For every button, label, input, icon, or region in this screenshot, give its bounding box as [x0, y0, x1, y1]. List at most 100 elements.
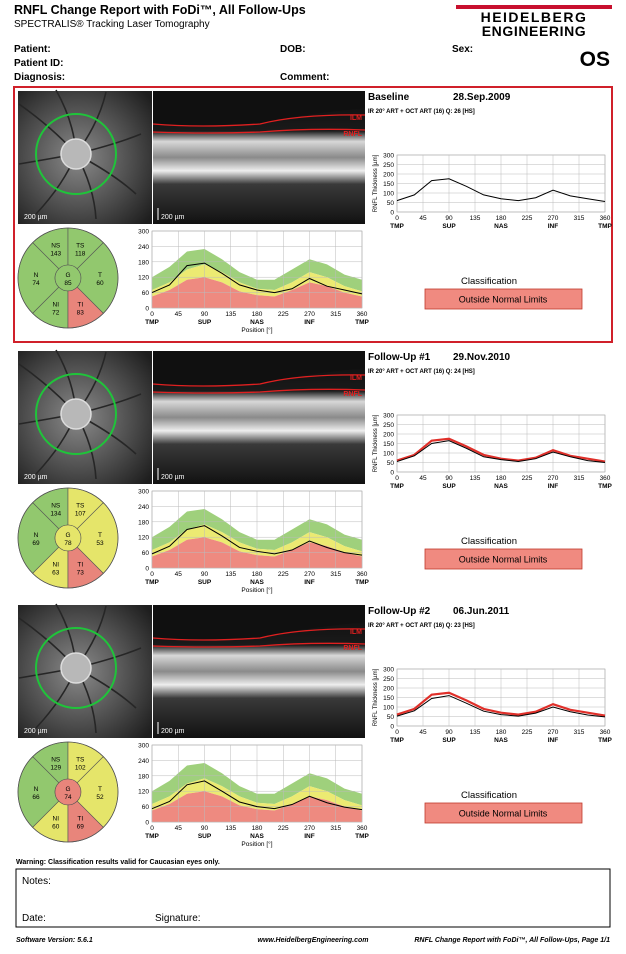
x-axis-label: Position [°] [241, 586, 272, 594]
x-tick-label: 90 [201, 825, 209, 832]
y-tick-label: 0 [390, 210, 394, 217]
y-tick-label: 120 [138, 789, 149, 796]
region-label: SUP [198, 833, 212, 840]
y-axis-label: RNFL Thickness [µm] [373, 414, 379, 472]
sector-value: 66 [32, 794, 40, 801]
x-tick-label: 135 [470, 729, 481, 736]
x-tick-label: 0 [395, 729, 399, 736]
field-label: Patient ID: [14, 58, 63, 69]
x-tick-label: 90 [445, 475, 453, 482]
logo-text: HEIDELBERG [481, 9, 588, 25]
x-tick-label: 135 [225, 311, 236, 318]
footer-version: Software Version: 5.6.1 [16, 937, 93, 944]
x-tick-label: 315 [574, 215, 585, 222]
region-label: TMP [598, 483, 612, 490]
region-label: INF [304, 579, 315, 586]
y-tick-label: 150 [383, 441, 394, 448]
region-label: NAS [250, 319, 264, 326]
x-tick-label: 360 [357, 311, 368, 318]
y-tick-label: 250 [383, 162, 394, 169]
region-label: INF [304, 319, 315, 326]
region-label: TMP [355, 579, 369, 586]
region-label: SUP [442, 483, 456, 490]
y-tick-label: 240 [138, 244, 149, 251]
x-tick-label: 45 [419, 475, 427, 482]
footer-page: RNFL Change Report with FoDi™, All Follo… [414, 937, 610, 944]
sector-label: TS [76, 756, 85, 763]
exam-date: 29.Nov.2010 [453, 352, 511, 363]
y-tick-label: 240 [138, 758, 149, 765]
classification-label: Classification [461, 536, 517, 547]
y-tick-label: 50 [387, 460, 395, 467]
footer-url: www.HeidelbergEngineering.com [258, 937, 369, 944]
thickness-profile [396, 178, 606, 203]
classification-box [424, 548, 583, 570]
oct-vitreous [153, 91, 365, 126]
x-tick-label: 0 [150, 571, 154, 578]
sector-value: 73 [77, 570, 85, 577]
thickness-profile [151, 525, 363, 556]
scan-circle [35, 373, 117, 455]
sector-value: 60 [52, 824, 60, 831]
sector-label: TI [77, 562, 83, 569]
sector-value: 72 [52, 310, 60, 317]
region-label: TMP [145, 319, 159, 326]
x-tick-label: 180 [496, 729, 507, 736]
y-tick-label: 200 [383, 432, 394, 439]
region-label: TMP [390, 737, 404, 744]
x-tick-label: 135 [225, 825, 236, 832]
exam-name: Baseline [368, 92, 410, 103]
region-label: NAS [250, 579, 264, 586]
x-tick-label: 270 [304, 311, 315, 318]
scale-label: 200 µm [24, 728, 48, 735]
region-label: SUP [198, 579, 212, 586]
classification-label: Classification [461, 276, 517, 287]
sector-outline [17, 487, 119, 589]
x-tick-label: 90 [201, 571, 209, 578]
exam-protocol: IR 20° ART + OCT ART (16) Q: 23 [HS] [368, 623, 475, 629]
region-label: TMP [390, 483, 404, 490]
logo-bar [456, 5, 612, 9]
region-label: TMP [355, 833, 369, 840]
sector-label: N [34, 786, 39, 793]
scale-label: 200 µm [24, 214, 48, 221]
sector-value: 52 [96, 794, 104, 801]
oct-vitreous [153, 351, 365, 386]
x-tick-label: 45 [175, 571, 183, 578]
y-tick-label: 60 [142, 550, 150, 557]
subtitle: SPECTRALIS® Tracking Laser Tomography [14, 19, 210, 30]
x-tick-label: 360 [357, 825, 368, 832]
oct-vitreous [153, 605, 365, 640]
exam-protocol: IR 20° ART + OCT ART (16) Q: 24 [HS] [368, 369, 475, 375]
sector-label: T [98, 272, 102, 279]
y-tick-label: 200 [383, 686, 394, 693]
scale-label: 200 µm [161, 214, 185, 221]
x-tick-label: 360 [357, 571, 368, 578]
exam-panel: 200 µm ILM RNFL 200 µm Follow-Up #1 29.Nov.20… [17, 349, 613, 595]
y-tick-label: 180 [138, 773, 149, 780]
sector-label: TI [77, 302, 83, 309]
sector-value: 85 [64, 280, 72, 287]
layer-label: RNFL [343, 645, 362, 652]
x-tick-label: 180 [252, 825, 263, 832]
scale-label: 200 µm [161, 728, 185, 735]
x-tick-label: 270 [304, 825, 315, 832]
layer-label: RNFL [343, 131, 362, 138]
x-axis-label: Position [°] [241, 840, 272, 848]
sector-label: N [34, 532, 39, 539]
x-tick-label: 270 [548, 729, 559, 736]
thickness-profile [151, 780, 363, 811]
y-tick-label: 120 [138, 275, 149, 282]
sector-value: 63 [52, 570, 60, 577]
layer-label: ILM [350, 629, 362, 636]
region-label: SUP [442, 737, 456, 744]
region-label: TMP [598, 737, 612, 744]
sector-value: 83 [77, 310, 85, 317]
region-label: NAS [494, 483, 508, 490]
thickness-profile [396, 695, 606, 718]
thickness-profile [151, 262, 363, 295]
notes-box [15, 868, 611, 928]
